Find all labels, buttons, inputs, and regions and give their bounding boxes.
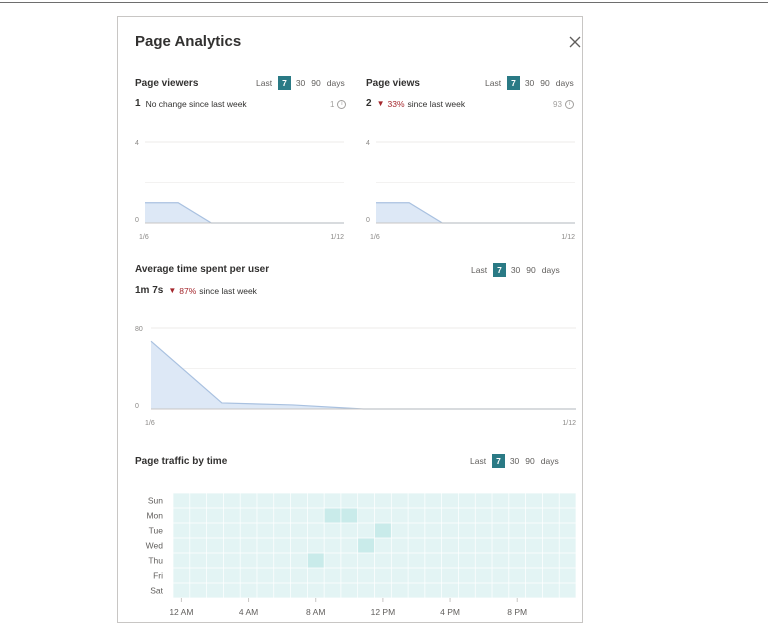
range-30-button[interactable]: 30 [509, 456, 520, 466]
y-min-label: 0 [135, 403, 139, 410]
range-90-button[interactable]: 90 [526, 265, 536, 275]
views-total-value: 93 [553, 100, 562, 109]
heatmap-day-label: Sat [150, 586, 163, 596]
range-30-button[interactable]: 30 [510, 265, 521, 275]
page-viewers-stat: 1 No change since last week [135, 98, 247, 109]
x-end-label: 1/12 [330, 234, 344, 241]
y-max-label: 80 [135, 326, 143, 333]
avg-time-change-pct: 87% [179, 285, 197, 296]
range-7-button[interactable]: 7 [492, 454, 505, 468]
range-90-button[interactable]: 90 [540, 78, 550, 88]
range-suffix: days [540, 456, 559, 466]
x-end-label: 1/12 [562, 420, 576, 427]
range-suffix: days [555, 78, 574, 88]
info-icon[interactable]: i [337, 100, 347, 109]
avg-time-stat: 1m 7s ▼ 87% since last week [135, 285, 257, 296]
avg-time-change-text: since last week [199, 285, 257, 296]
panel-title: Page Analytics [135, 33, 242, 50]
avg-time-chart: 80 0 1/6 1/12 [135, 326, 576, 427]
heatmap-hour-label: 4 PM [440, 607, 460, 617]
viewers-change-text: No change since last week [145, 98, 247, 109]
page-views-title: Page views [366, 78, 420, 89]
heatmap-day-label: Sun [148, 496, 163, 506]
range-prefix: Last [470, 456, 487, 466]
y-max-label: 4 [135, 140, 139, 147]
y-max-label: 4 [366, 140, 370, 147]
avg-time-range: Last 7 30 90 days [471, 263, 566, 277]
down-arrow-icon: ▼ [376, 99, 385, 108]
page-views-stat: 2 ▼ 33% since last week [366, 98, 465, 109]
views-total: 93 i [553, 100, 574, 109]
y-min-label: 0 [366, 217, 370, 224]
page-analytics-panel: Page Analytics Page viewers Last 7 30 90… [117, 16, 583, 623]
heatmap-cell-active [374, 523, 392, 538]
views-change-pct: 33% [387, 98, 405, 109]
range-90-button[interactable]: 90 [311, 78, 321, 88]
page-views-chart: 4 0 1/6 1/12 [366, 140, 575, 241]
range-90-button[interactable]: 90 [525, 456, 535, 466]
page-traffic-title: Page traffic by time [135, 456, 228, 467]
avg-time-value: 1m 7s [135, 285, 164, 296]
range-30-button[interactable]: 30 [524, 78, 535, 88]
range-suffix: days [541, 265, 560, 275]
range-prefix: Last [256, 78, 273, 88]
viewers-total-value: 1 [330, 100, 335, 109]
heatmap-cell-active [340, 508, 358, 523]
range-30-button[interactable]: 30 [295, 78, 306, 88]
y-min-label: 0 [135, 217, 139, 224]
info-icon[interactable]: i [564, 100, 574, 109]
x-start-label: 1/6 [370, 234, 380, 241]
series-area [145, 202, 344, 223]
heatmap-day-label: Wed [146, 541, 164, 551]
x-start-label: 1/6 [145, 420, 155, 427]
range-7-button[interactable]: 7 [507, 76, 520, 90]
range-7-button[interactable]: 7 [493, 263, 506, 277]
page-traffic-heatmap: Sun Mon Tue Wed Thu Fri Sat 12 AM 4 AM 8 AM 12 PM 4… [146, 492, 577, 617]
heatmap-hour-label: 12 AM [169, 607, 193, 617]
x-start-label: 1/6 [139, 234, 149, 241]
avg-time-title: Average time spent per user [135, 264, 270, 275]
close-icon[interactable] [568, 35, 582, 49]
views-change-text: since last week [407, 98, 466, 109]
range-prefix: Last [471, 265, 488, 275]
heatmap-cell-active [357, 538, 375, 553]
x-end-label: 1/12 [561, 234, 575, 241]
heatmap-day-label: Thu [148, 556, 163, 566]
range-prefix: Last [485, 78, 502, 88]
heatmap-day-label: Mon [146, 511, 163, 521]
down-arrow-icon: ▼ [168, 286, 177, 295]
range-7-button[interactable]: 7 [278, 76, 291, 90]
series-area [151, 341, 576, 409]
viewers-count: 1 [135, 98, 141, 109]
viewers-total: 1 i [330, 100, 347, 109]
heatmap-cell-active [307, 553, 325, 568]
window-top-border [0, 2, 768, 3]
heatmap-cell-active [324, 508, 341, 523]
page-views-range: Last 7 30 90 days [485, 76, 580, 90]
heatmap-hour-label: 12 PM [371, 607, 396, 617]
series-area [376, 202, 575, 223]
heatmap-hour-label: 8 PM [507, 607, 527, 617]
heatmap-hour-label: 8 AM [306, 607, 325, 617]
heatmap-day-label: Fri [153, 571, 163, 581]
page-viewers-chart: 4 0 1/6 1/12 [135, 140, 344, 241]
heatmap-hour-label: 4 AM [239, 607, 258, 617]
page-viewers-range: Last 7 30 90 days [256, 76, 351, 90]
heatmap-day-label: Tue [149, 526, 164, 536]
page-traffic-range: Last 7 30 90 days [470, 454, 565, 468]
views-count: 2 [366, 98, 372, 109]
page-viewers-title: Page viewers [135, 78, 199, 89]
range-suffix: days [326, 78, 345, 88]
